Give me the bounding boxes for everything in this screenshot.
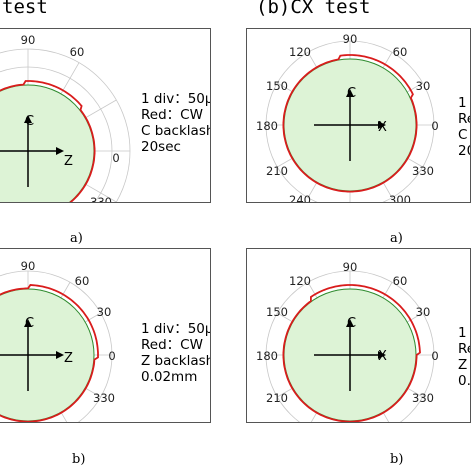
axis-arrows bbox=[0, 115, 64, 187]
vertical-axis-label: C bbox=[25, 114, 34, 129]
horizontal-axis-label: X bbox=[378, 349, 387, 364]
angle-label-240: 240 bbox=[289, 193, 311, 203]
measurement-traces bbox=[0, 284, 99, 422]
note-line: C backlash: bbox=[141, 123, 210, 139]
angle-label-30: 30 bbox=[416, 305, 431, 319]
notes-top-left: 1 div：50μm Red：CW C backlash: 20sec bbox=[141, 91, 210, 155]
angle-label-210: 210 bbox=[266, 391, 288, 405]
arrow-head bbox=[56, 147, 64, 155]
axis-arrows bbox=[314, 319, 386, 391]
angle-label-0: 0 bbox=[108, 349, 115, 363]
notes-bottom-right: 1 d Re Z b 0.0 bbox=[458, 325, 471, 389]
note-line: 1 div：50μm bbox=[141, 91, 210, 107]
red-trace bbox=[282, 284, 421, 422]
polar-plot-top-left: C Z 90 60 0 330 300 270 bbox=[0, 33, 131, 203]
angle-label-330: 330 bbox=[412, 164, 434, 178]
angle-label-60: 60 bbox=[393, 45, 408, 59]
vertical-axis-label: C bbox=[347, 86, 356, 101]
caption-bottom-left: b) bbox=[72, 452, 86, 467]
angle-label-300: 300 bbox=[71, 421, 93, 423]
polar-plot-bottom-right: C X 90 120 60 150 30 180 0 210 330 240 3… bbox=[256, 260, 439, 423]
green-trace bbox=[0, 84, 95, 202]
angle-label-90: 90 bbox=[343, 32, 358, 46]
angle-label-60: 60 bbox=[75, 274, 90, 288]
panel-top-left: C Z 90 60 0 330 300 270 1 div：50μm Red：C… bbox=[0, 28, 211, 203]
note-line: C b bbox=[458, 127, 470, 143]
note-line: 1 d bbox=[458, 325, 470, 341]
angle-label-120: 120 bbox=[289, 274, 311, 288]
angle-label-330: 330 bbox=[90, 195, 112, 203]
arrow-head bbox=[56, 351, 64, 359]
note-line: 1 div：50μm bbox=[141, 321, 210, 337]
angle-label-300: 300 bbox=[389, 421, 411, 423]
arrow-head bbox=[346, 89, 354, 97]
angle-label-0: 0 bbox=[431, 119, 438, 133]
horizontal-axis-label: Z bbox=[64, 351, 73, 366]
panel-top-right: C X 90 120 60 150 30 180 0 210 330 240 3… bbox=[246, 28, 471, 203]
panel-bottom-left: C Z 90 60 30 0 330 300 270 1 div：50μm Re… bbox=[0, 248, 211, 423]
angle-label-30: 30 bbox=[416, 79, 431, 93]
notes-bottom-left: 1 div：50μm Red：CW Z backlash: 0.02mm bbox=[141, 321, 210, 385]
angle-label-150: 150 bbox=[266, 79, 288, 93]
caption-top-right: a) bbox=[390, 231, 403, 246]
angle-label-0: 0 bbox=[431, 349, 438, 363]
measurement-traces bbox=[282, 284, 421, 422]
axis-arrows bbox=[314, 89, 386, 161]
angle-label-0: 0 bbox=[112, 151, 119, 165]
note-line: 20sec bbox=[141, 139, 181, 155]
note-line: 0.0 bbox=[458, 373, 471, 389]
arrow-head bbox=[24, 115, 32, 123]
note-line: 20 bbox=[458, 143, 470, 159]
panel-bottom-right: C X 90 120 60 150 30 180 0 210 330 240 3… bbox=[246, 248, 471, 423]
horizontal-axis-label: Z bbox=[64, 154, 73, 169]
note-line: Red：CW bbox=[141, 337, 203, 353]
angle-label-90: 90 bbox=[21, 259, 36, 273]
note-line: Z b bbox=[458, 357, 470, 373]
note-line: 0.02mm bbox=[141, 369, 198, 385]
heading-right: (b)CX test bbox=[256, 0, 371, 18]
polar-plot-bottom-left: C Z 90 60 30 0 330 300 270 bbox=[0, 259, 116, 423]
note-line: Re bbox=[458, 341, 470, 357]
angle-label-30: 30 bbox=[97, 305, 112, 319]
red-trace bbox=[282, 54, 418, 193]
red-trace bbox=[0, 284, 99, 422]
note-line: 1 d bbox=[458, 95, 470, 111]
angle-label-60: 60 bbox=[70, 45, 85, 59]
red-trace bbox=[0, 80, 96, 202]
vertical-axis-label: C bbox=[347, 316, 356, 331]
angle-label-180: 180 bbox=[256, 119, 278, 133]
angle-label-240: 240 bbox=[289, 421, 311, 423]
angle-label-150: 150 bbox=[266, 305, 288, 319]
horizontal-axis-label: X bbox=[378, 120, 387, 135]
angle-label-90: 90 bbox=[343, 260, 358, 274]
angle-label-330: 330 bbox=[412, 391, 434, 405]
angle-label-180: 180 bbox=[256, 349, 278, 363]
arrow-head bbox=[378, 351, 386, 359]
measurement-traces bbox=[0, 80, 96, 202]
notes-top-right: 1 d Re C b 20 bbox=[458, 95, 470, 159]
polar-plot-top-right: C X 90 120 60 150 30 180 0 210 330 240 3… bbox=[256, 32, 439, 203]
arrow-head bbox=[24, 319, 32, 327]
angle-label-60: 60 bbox=[393, 274, 408, 288]
arrow-head bbox=[346, 319, 354, 327]
caption-bottom-right: b) bbox=[390, 452, 404, 467]
angle-label-210: 210 bbox=[266, 164, 288, 178]
arrow-head bbox=[378, 121, 386, 129]
angle-label-300: 300 bbox=[389, 193, 411, 203]
note-line: Red：CW bbox=[141, 107, 203, 123]
angle-label-330: 330 bbox=[93, 391, 115, 405]
heading-left: test bbox=[2, 0, 48, 18]
caption-top-left: a) bbox=[70, 231, 83, 246]
angle-label-120: 120 bbox=[289, 45, 311, 59]
note-line: Re bbox=[458, 111, 470, 127]
vertical-axis-label: C bbox=[25, 316, 34, 331]
axis-arrows bbox=[0, 319, 64, 391]
angle-label-90: 90 bbox=[21, 33, 36, 47]
note-line: Z backlash: bbox=[141, 353, 210, 369]
